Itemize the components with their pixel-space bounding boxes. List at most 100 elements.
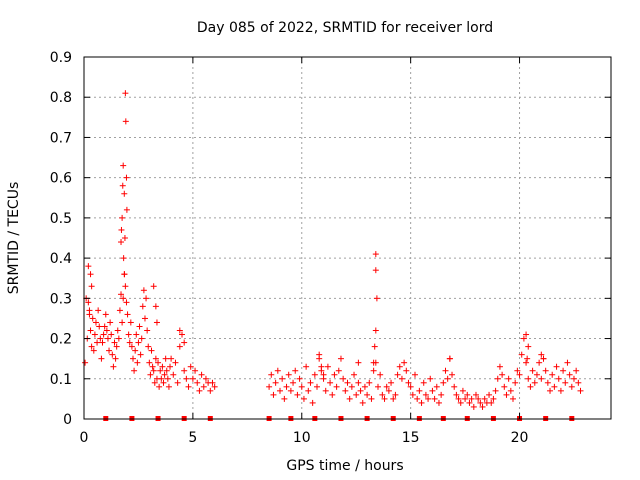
data-point: [170, 371, 177, 378]
data-point: [161, 371, 168, 378]
data-point: [496, 363, 503, 370]
data-point: [150, 283, 157, 290]
data-point: [551, 383, 558, 390]
data-point: [181, 339, 188, 346]
data-point: [357, 387, 364, 394]
data-point: [95, 307, 102, 314]
data-point: [507, 387, 514, 394]
data-point: [316, 351, 323, 358]
data-point: [524, 355, 531, 362]
data-point: [470, 403, 477, 410]
data-point: [377, 371, 384, 378]
data-point: [183, 375, 190, 382]
data-point: [324, 363, 331, 370]
data-point: [420, 379, 427, 386]
data-point: [272, 379, 279, 386]
data-point: [309, 399, 316, 406]
data-point: [342, 387, 349, 394]
data-point: [451, 383, 458, 390]
data-point: [108, 331, 115, 338]
data-point: [87, 271, 94, 278]
data-point: [499, 371, 506, 378]
data-point: [466, 399, 473, 406]
data-point: [385, 387, 392, 394]
data-point: [118, 239, 125, 246]
data-point: [138, 335, 145, 342]
data-point: [372, 267, 379, 274]
data-point: [333, 383, 340, 390]
data-point: [300, 395, 307, 402]
data-point: [403, 367, 410, 374]
data-point: [412, 371, 419, 378]
data-point: [115, 335, 122, 342]
y-tick-label: 0.5: [50, 211, 72, 227]
data-point: [510, 395, 517, 402]
data-point: [163, 367, 170, 374]
data-point: [564, 359, 571, 366]
data-point: [577, 387, 584, 394]
data-point: [366, 379, 373, 386]
data-point: [122, 118, 129, 125]
data-point: [151, 379, 158, 386]
plot-frame: [83, 56, 612, 420]
data-point: [192, 367, 199, 374]
data-point: [90, 347, 97, 354]
data-point: [553, 363, 560, 370]
y-tick-label: 0.3: [50, 291, 72, 307]
data-point: [91, 331, 98, 338]
data-point: [104, 335, 111, 342]
data-point: [503, 391, 510, 398]
data-point: [568, 383, 575, 390]
data-point: [560, 367, 567, 374]
data-point: [131, 367, 138, 374]
data-point: [160, 379, 167, 386]
data-point: [392, 391, 399, 398]
data-point: [525, 375, 532, 382]
data-point: [202, 375, 209, 382]
data-point: [562, 379, 569, 386]
data-point: [181, 367, 188, 374]
data-point: [107, 319, 114, 326]
data-point: [401, 359, 408, 366]
data-point: [102, 311, 109, 318]
data-point: [109, 351, 116, 358]
data-point: [414, 395, 421, 402]
data-point: [294, 391, 301, 398]
y-tick-label: 0.9: [50, 50, 72, 66]
data-point: [523, 359, 530, 366]
data-point: [88, 343, 95, 350]
data-point: [353, 391, 360, 398]
data-point: [209, 379, 216, 386]
data-point: [514, 367, 521, 374]
data-point: [165, 383, 172, 390]
data-point: [86, 307, 93, 314]
data-point: [187, 363, 194, 370]
data-point: [314, 383, 321, 390]
data-point: [440, 379, 447, 386]
data-point: [174, 379, 181, 386]
data-point: [468, 395, 475, 402]
data-point: [136, 323, 143, 330]
data-point: [178, 331, 185, 338]
y-tick-label: 0.8: [50, 90, 72, 106]
data-point: [501, 383, 508, 390]
data-point: [418, 399, 425, 406]
y-tick-label: 0: [63, 412, 72, 428]
data-point: [281, 395, 288, 402]
data-point: [492, 387, 499, 394]
data-point: [405, 379, 412, 386]
data-point: [135, 339, 142, 346]
data-point: [148, 347, 155, 354]
data-point: [290, 379, 297, 386]
data-point: [459, 387, 466, 394]
data-point: [121, 235, 128, 241]
data-point: [285, 371, 292, 378]
data-point: [106, 347, 113, 354]
data-point: [494, 375, 501, 382]
data-point: [141, 315, 148, 322]
data-point: [87, 327, 94, 334]
data-point: [322, 387, 329, 394]
data-point: [431, 395, 438, 402]
data-point: [531, 379, 538, 386]
data-point: [318, 363, 325, 370]
